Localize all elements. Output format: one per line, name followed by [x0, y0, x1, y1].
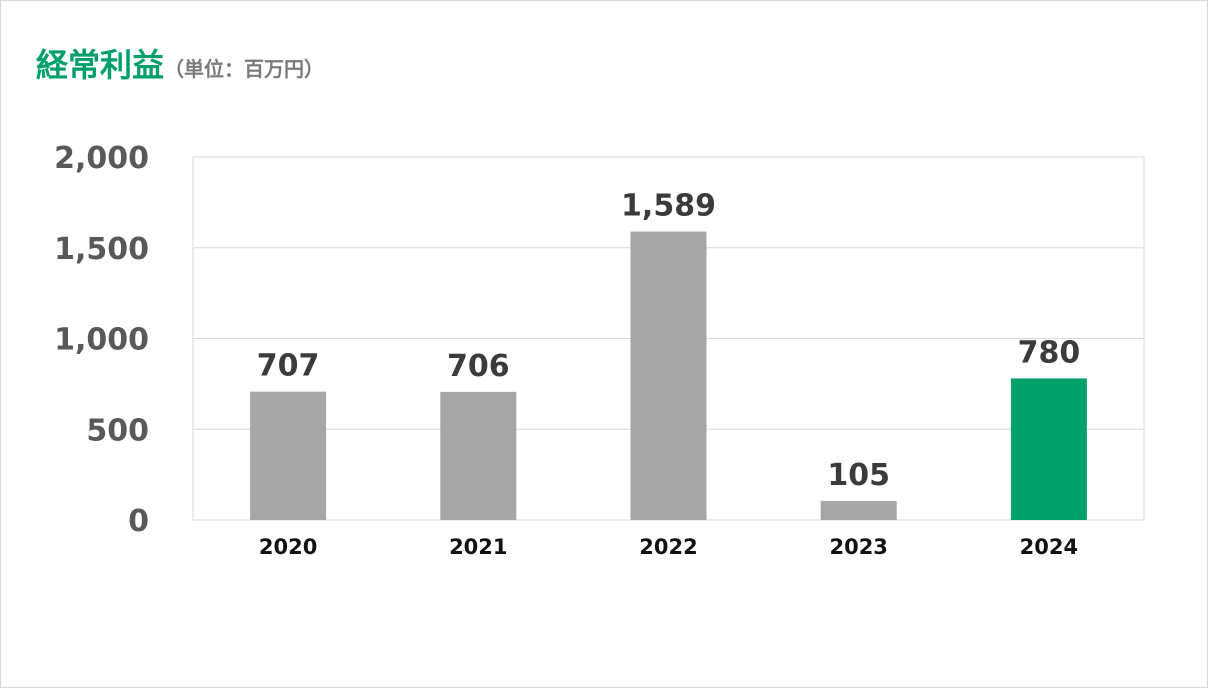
data-label: 1,589: [621, 189, 716, 224]
bar-2024: [1010, 378, 1087, 520]
x-tick-label: 2024: [1020, 535, 1078, 559]
x-tick-label: 2020: [259, 535, 317, 559]
y-tick-label: 1,500: [54, 232, 149, 267]
y-tick-label: 500: [86, 413, 149, 448]
chart-header: 経常利益（単位：百万円）: [36, 40, 324, 86]
bar-2023: [820, 500, 897, 520]
data-label: 706: [447, 349, 510, 384]
data-label: 707: [257, 349, 320, 384]
chart-title: 経常利益: [36, 46, 165, 84]
data-label: 780: [1018, 335, 1081, 370]
x-tick-label: 2022: [639, 535, 697, 559]
y-tick-label: 0: [128, 504, 149, 539]
bar-2021: [440, 391, 517, 520]
y-tick-label: 1,000: [54, 323, 149, 358]
x-tick-label: 2023: [829, 535, 887, 559]
bar-2020: [250, 391, 327, 520]
unit-label: （単位：百万円）: [164, 57, 325, 81]
data-label: 105: [827, 458, 890, 493]
bar-2022: [630, 231, 707, 520]
x-tick-label: 2021: [449, 535, 507, 559]
y-tick-label: 2,000: [54, 141, 149, 176]
